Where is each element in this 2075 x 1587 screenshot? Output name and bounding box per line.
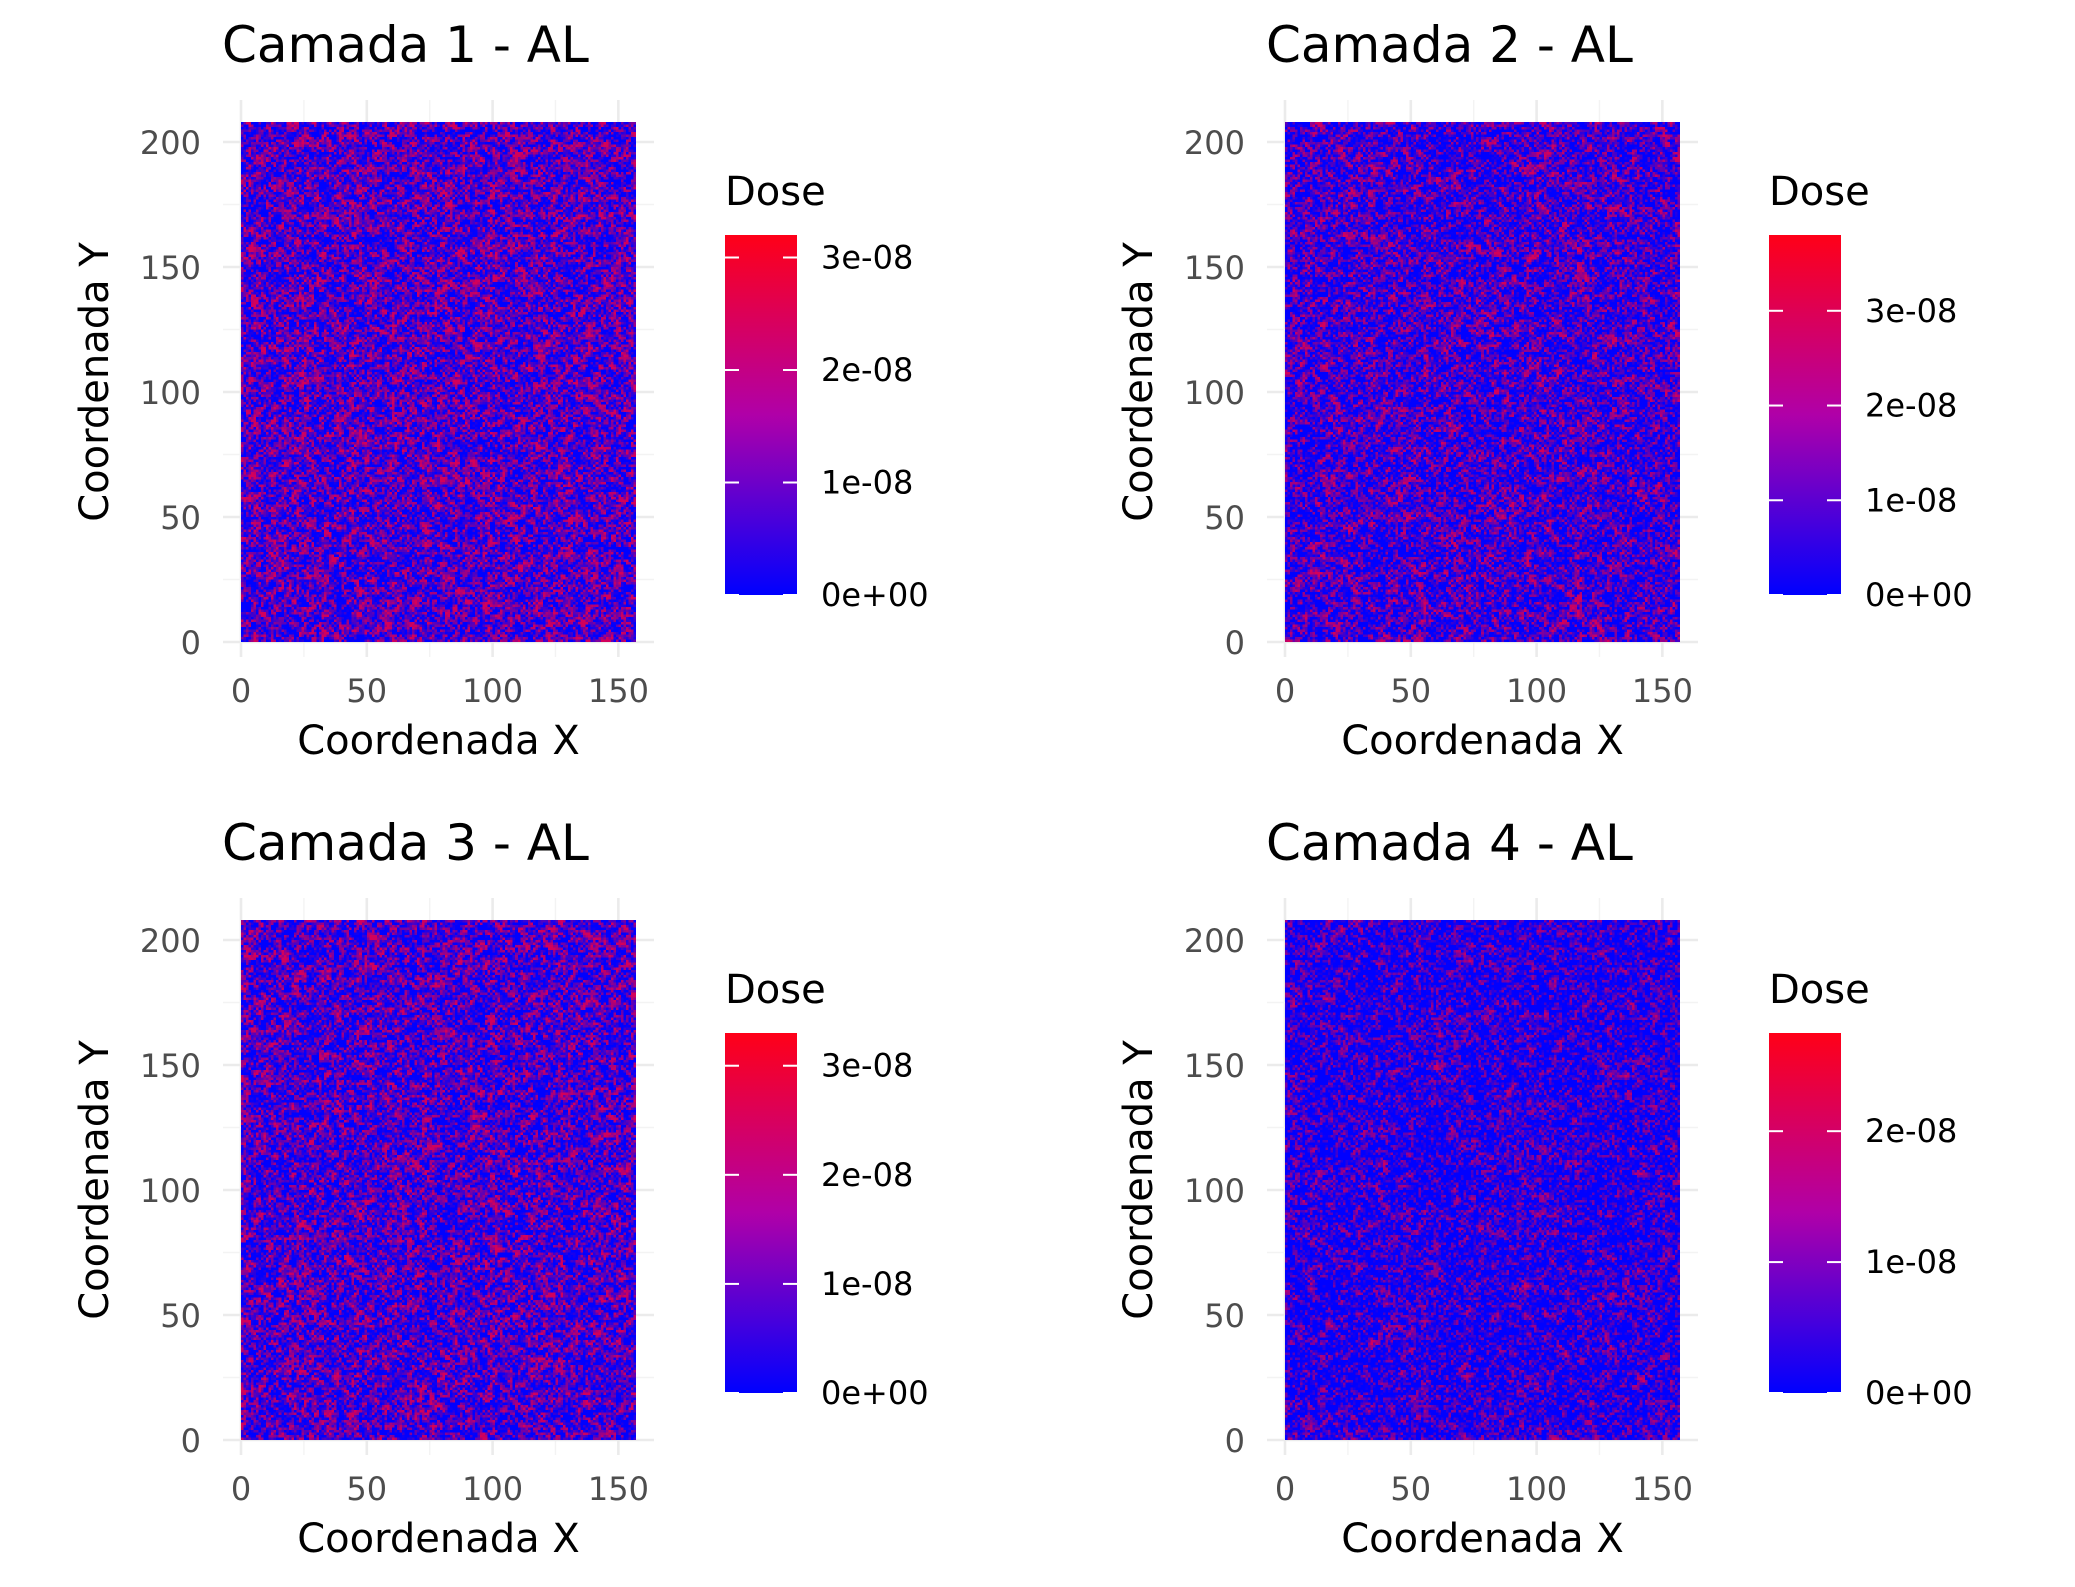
colorbar: [1769, 1033, 1841, 1393]
x-tick-label: 50: [1390, 1470, 1431, 1508]
y-axis-title: Coordenada Y: [1116, 242, 1162, 522]
heatmap-raster: [1285, 122, 1680, 642]
x-tick-label: 50: [346, 1470, 387, 1508]
x-tick-label: 0: [1275, 1470, 1295, 1508]
chart-panel-2: Camada 2 - AL 0 50 100 150 0 50 100 150 200 Coorde…: [1116, 16, 1973, 764]
legend-tick-label: 1e-08: [1865, 1243, 1957, 1281]
x-tick-label: 50: [1390, 672, 1431, 710]
x-tick-label: 0: [1275, 672, 1295, 710]
x-tick-label: 50: [346, 672, 387, 710]
chart-title: Camada 3 - AL: [222, 814, 589, 872]
legend-tick-label: 2e-08: [821, 1156, 913, 1194]
chart-title: Camada 1 - AL: [222, 16, 589, 74]
legend-tick-label: 3e-08: [821, 239, 913, 277]
legend-tick-label: 2e-08: [821, 351, 913, 389]
x-tick-label: 150: [588, 672, 649, 710]
y-tick-label: 0: [181, 1422, 201, 1460]
y-tick-label: 100: [1184, 374, 1245, 412]
y-tick-label: 200: [140, 124, 201, 162]
x-tick-label: 150: [1632, 1470, 1693, 1508]
y-tick-label: 0: [1225, 624, 1245, 662]
legend-title: Dose: [725, 169, 826, 215]
x-tick-label: 100: [462, 672, 523, 710]
x-tick-label: 0: [231, 672, 251, 710]
x-tick-label: 100: [1506, 1470, 1567, 1508]
colorbar: [725, 235, 797, 595]
legend-title: Dose: [725, 967, 826, 1013]
x-axis-title: Coordenada X: [297, 718, 580, 764]
y-tick-label: 0: [1225, 1422, 1245, 1460]
legend-tick-label: 0e+00: [821, 576, 929, 614]
colorbar: [725, 1033, 797, 1393]
y-tick-label: 50: [1204, 1297, 1245, 1335]
chart-title: Camada 2 - AL: [1266, 16, 1633, 74]
y-tick-label: 50: [160, 1297, 201, 1335]
legend-tick-label: 0e+00: [1865, 1374, 1973, 1412]
x-tick-label: 150: [1632, 672, 1693, 710]
chart-panel-3: Camada 3 - AL 0 50 100 150 0 50 100 150 200 Coorde…: [72, 814, 929, 1562]
x-tick-label: 100: [1506, 672, 1567, 710]
y-tick-label: 0: [181, 624, 201, 662]
y-axis-title: Coordenada Y: [1116, 1040, 1162, 1320]
y-tick-label: 100: [140, 1172, 201, 1210]
legend-tick-label: 1e-08: [1865, 481, 1957, 519]
legend-tick-label: 1e-08: [821, 1265, 913, 1303]
legend-title: Dose: [1769, 169, 1870, 215]
heatmap-raster: [1285, 920, 1680, 1440]
chart-panel-1: Camada 1 - AL 0 50 100 150 0 50 100 150 200 Coorde…: [72, 16, 929, 764]
chart-title: Camada 4 - AL: [1266, 814, 1633, 872]
x-axis-title: Coordenada X: [297, 1516, 580, 1562]
legend-tick-label: 0e+00: [1865, 576, 1973, 614]
colorbar: [1769, 235, 1841, 595]
legend-tick-label: 2e-08: [1865, 387, 1957, 425]
x-tick-label: 0: [231, 1470, 251, 1508]
y-tick-label: 200: [1184, 124, 1245, 162]
x-tick-label: 150: [588, 1470, 649, 1508]
heatmap-raster: [241, 920, 636, 1440]
legend-tick-label: 1e-08: [821, 464, 913, 502]
y-tick-label: 50: [1204, 499, 1245, 537]
y-tick-label: 100: [140, 374, 201, 412]
x-tick-label: 100: [462, 1470, 523, 1508]
y-tick-label: 150: [1184, 249, 1245, 287]
y-tick-label: 200: [1184, 922, 1245, 960]
y-axis-title: Coordenada Y: [72, 1040, 118, 1320]
y-tick-label: 100: [1184, 1172, 1245, 1210]
y-tick-label: 150: [1184, 1047, 1245, 1085]
legend-tick-label: 3e-08: [821, 1047, 913, 1085]
legend-tick-label: 3e-08: [1865, 292, 1957, 330]
legend-title: Dose: [1769, 967, 1870, 1013]
legend-tick-label: 2e-08: [1865, 1112, 1957, 1150]
heatmap-raster: [241, 122, 636, 642]
y-axis-title: Coordenada Y: [72, 242, 118, 522]
y-tick-label: 200: [140, 922, 201, 960]
legend-tick-label: 0e+00: [821, 1374, 929, 1412]
y-tick-label: 150: [140, 1047, 201, 1085]
x-axis-title: Coordenada X: [1341, 1516, 1624, 1562]
y-tick-label: 150: [140, 249, 201, 287]
chart-panel-4: Camada 4 - AL 0 50 100 150 0 50 100 150 200 Coorde…: [1116, 814, 1973, 1562]
y-tick-label: 50: [160, 499, 201, 537]
x-axis-title: Coordenada X: [1341, 718, 1624, 764]
